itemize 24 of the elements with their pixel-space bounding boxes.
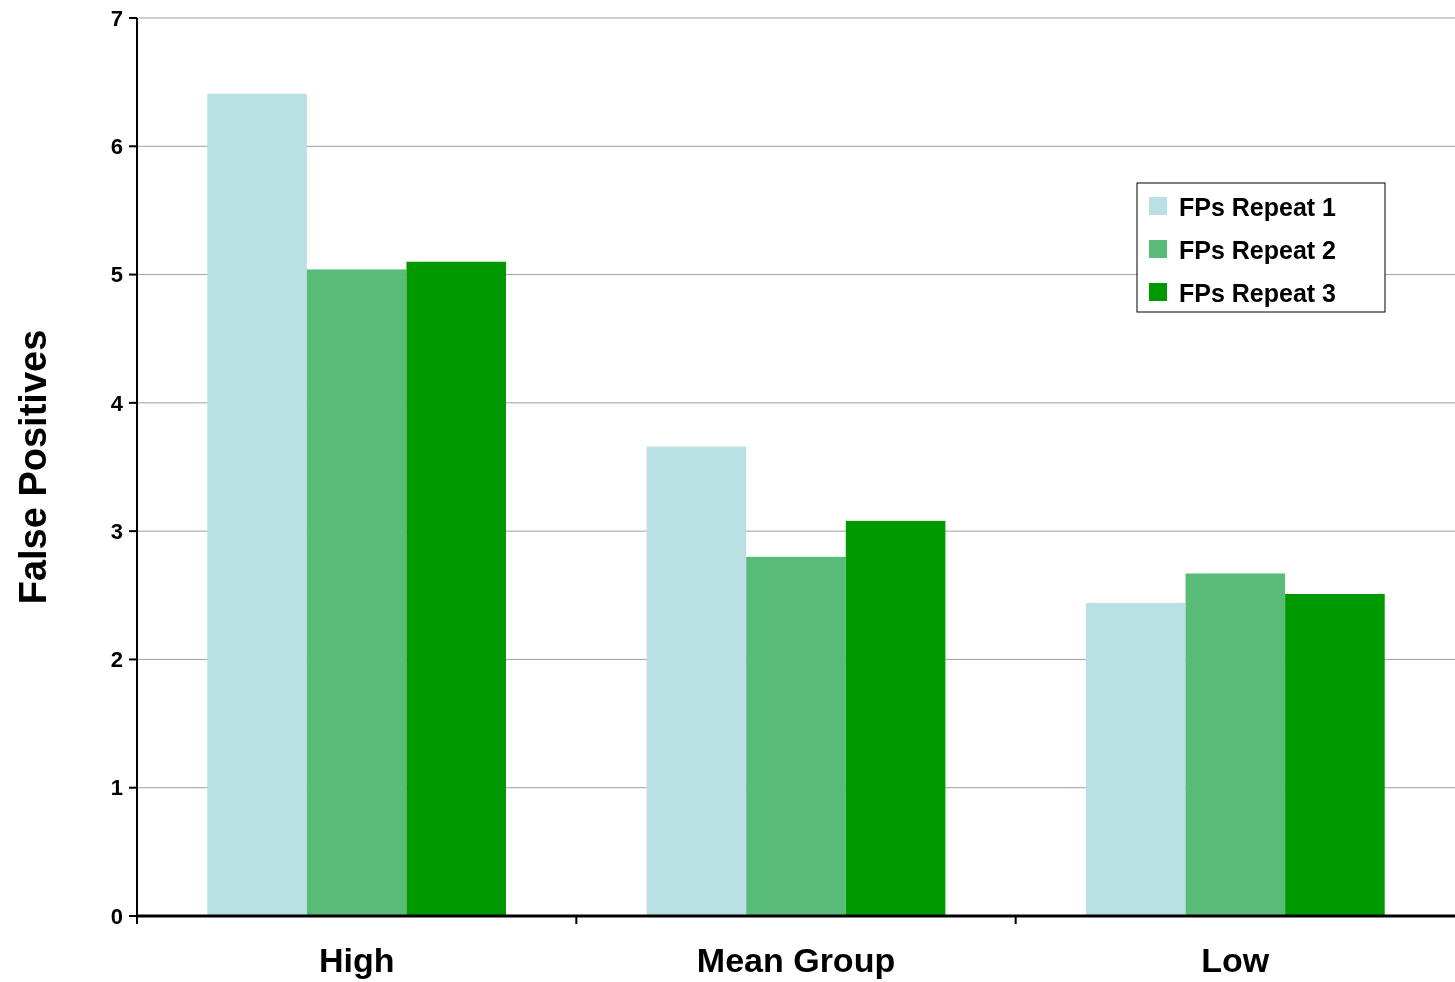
bar: [845, 520, 946, 916]
legend-label: FPs Repeat 3: [1179, 278, 1337, 307]
y-tick-label: 0: [110, 903, 123, 929]
y-tick-label: 3: [110, 518, 123, 544]
bar: [306, 269, 407, 916]
bar: [746, 556, 846, 916]
y-tick-label: 2: [110, 647, 123, 673]
legend-label: FPs Repeat 1: [1179, 192, 1337, 221]
legend-label: FPs Repeat 2: [1179, 235, 1337, 264]
bar: [1185, 573, 1286, 916]
y-axis-title: False Positives: [12, 329, 54, 605]
bar: [207, 93, 307, 916]
bar: [406, 261, 507, 916]
y-tick-label: 5: [110, 262, 123, 288]
x-tick-label: Mean Group: [696, 941, 896, 979]
bar: [1085, 602, 1186, 916]
y-tick-label: 7: [110, 5, 123, 31]
bar: [646, 446, 747, 916]
y-tick-label: 4: [110, 390, 124, 416]
x-tick-label: Low: [1201, 941, 1270, 979]
x-tick-label: High: [318, 941, 395, 979]
y-tick-label: 1: [110, 775, 123, 801]
y-tick-label: 6: [110, 133, 123, 159]
bar: [1285, 594, 1385, 916]
